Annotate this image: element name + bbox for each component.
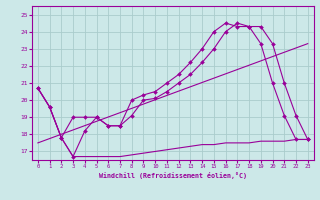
X-axis label: Windchill (Refroidissement éolien,°C): Windchill (Refroidissement éolien,°C)	[99, 172, 247, 179]
